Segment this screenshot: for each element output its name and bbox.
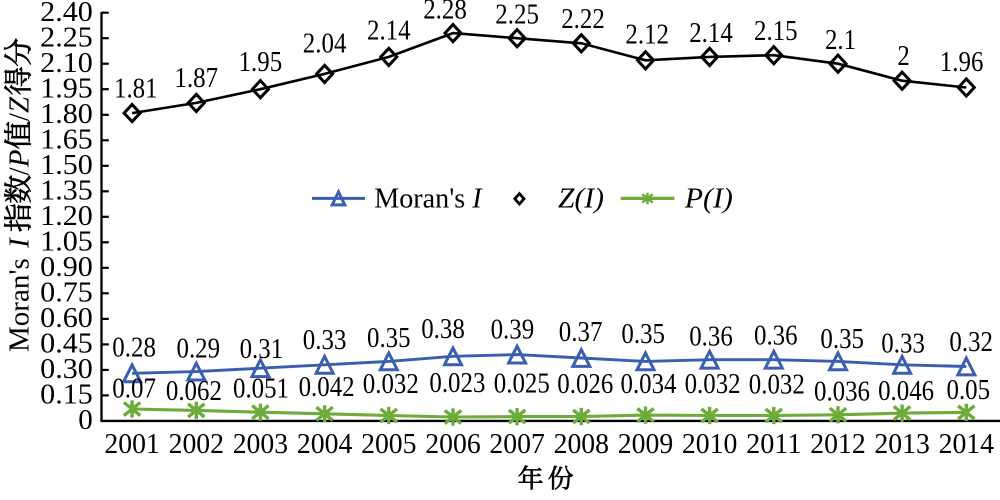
svg-text:0.60: 0.60	[40, 302, 93, 334]
svg-text:2.15: 2.15	[754, 15, 798, 47]
svg-text:2.28: 2.28	[423, 0, 467, 26]
svg-text:2007: 2007	[489, 428, 544, 460]
svg-text:2.22: 2.22	[561, 3, 605, 35]
svg-text:0.051: 0.051	[233, 372, 289, 404]
svg-text:2.1: 2.1	[825, 24, 856, 56]
svg-text:1.87: 1.87	[175, 62, 219, 94]
svg-text:0.36: 0.36	[689, 320, 733, 352]
svg-text:/: /	[4, 166, 36, 175]
svg-text:0.36: 0.36	[754, 320, 798, 352]
svg-text:2003: 2003	[233, 428, 288, 460]
svg-text:0.15: 0.15	[40, 379, 93, 411]
svg-text:0.90: 0.90	[40, 251, 93, 283]
svg-text:I: I	[4, 237, 36, 249]
svg-text:2.25: 2.25	[495, 0, 539, 30]
svg-text:0.38: 0.38	[421, 313, 465, 345]
svg-text:2: 2	[897, 40, 909, 72]
svg-text:Z: Z	[4, 96, 36, 113]
svg-text:1.96: 1.96	[940, 46, 984, 78]
svg-text:0.31: 0.31	[240, 333, 284, 365]
svg-text:0.046: 0.046	[878, 375, 934, 407]
svg-text:2005: 2005	[361, 428, 416, 460]
svg-text:1.95: 1.95	[40, 72, 93, 104]
svg-text:2002: 2002	[169, 428, 224, 460]
svg-text:2006: 2006	[425, 428, 480, 460]
svg-text:2014: 2014	[939, 428, 995, 460]
svg-text:1.05: 1.05	[40, 226, 93, 258]
svg-text:2004: 2004	[297, 428, 353, 460]
svg-text:Moran's I: Moran's I	[374, 182, 483, 214]
svg-text:2.12: 2.12	[625, 18, 669, 50]
svg-text:0.026: 0.026	[557, 368, 613, 400]
svg-text:0.35: 0.35	[367, 322, 411, 354]
svg-text:2001: 2001	[104, 428, 159, 460]
svg-text:/: /	[4, 112, 36, 121]
svg-text:0.042: 0.042	[299, 371, 355, 403]
svg-text:0.025: 0.025	[494, 368, 550, 400]
svg-text:0.39: 0.39	[491, 314, 535, 346]
svg-text:0.35: 0.35	[820, 323, 864, 355]
svg-text:0.37: 0.37	[559, 316, 603, 348]
svg-text:0.032: 0.032	[749, 369, 805, 401]
svg-text:2.04: 2.04	[303, 28, 347, 60]
svg-text:2010: 2010	[682, 428, 737, 460]
svg-text:2009: 2009	[618, 428, 673, 460]
svg-text:2.25: 2.25	[40, 21, 93, 53]
svg-text:0.45: 0.45	[40, 328, 93, 360]
svg-text:0.032: 0.032	[363, 368, 419, 400]
svg-text:2012: 2012	[810, 428, 865, 460]
svg-text:2.10: 2.10	[40, 47, 93, 79]
svg-text:0.33: 0.33	[881, 327, 925, 359]
svg-text:P(I): P(I)	[684, 182, 733, 214]
svg-text:0.062: 0.062	[166, 375, 222, 407]
svg-text:0.29: 0.29	[177, 332, 221, 364]
svg-text:0.35: 0.35	[621, 318, 665, 350]
svg-text:0.33: 0.33	[303, 324, 347, 356]
svg-text:2011: 2011	[746, 428, 801, 460]
svg-text:0.036: 0.036	[814, 376, 870, 408]
svg-text:2.14: 2.14	[367, 14, 411, 46]
svg-text:1.81: 1.81	[114, 73, 158, 105]
svg-text:0.30: 0.30	[40, 353, 93, 385]
svg-text:1.35: 1.35	[40, 175, 93, 207]
svg-text:0.32: 0.32	[949, 326, 993, 358]
svg-text:0.023: 0.023	[429, 367, 485, 399]
svg-text:1.80: 1.80	[40, 98, 93, 130]
svg-text:1.65: 1.65	[40, 124, 93, 156]
svg-text:1.50: 1.50	[40, 149, 93, 181]
svg-text:2008: 2008	[554, 428, 609, 460]
svg-text:0.75: 0.75	[40, 277, 93, 309]
svg-text:0.05: 0.05	[947, 374, 991, 406]
svg-text:0.07: 0.07	[112, 373, 156, 405]
svg-text:0.032: 0.032	[685, 368, 741, 400]
svg-text:1.20: 1.20	[40, 200, 93, 232]
svg-text:0.034: 0.034	[621, 368, 677, 400]
svg-text:2.40: 2.40	[40, 0, 93, 28]
svg-text:Moran's: Moran's	[4, 258, 36, 352]
svg-text:2013: 2013	[874, 428, 929, 460]
svg-text:0: 0	[78, 404, 93, 436]
svg-text:Z(I): Z(I)	[558, 182, 604, 214]
svg-text:0.28: 0.28	[112, 331, 156, 363]
svg-text:P: P	[4, 149, 36, 168]
svg-text:1.95: 1.95	[239, 46, 283, 78]
svg-text:2.14: 2.14	[689, 17, 733, 49]
